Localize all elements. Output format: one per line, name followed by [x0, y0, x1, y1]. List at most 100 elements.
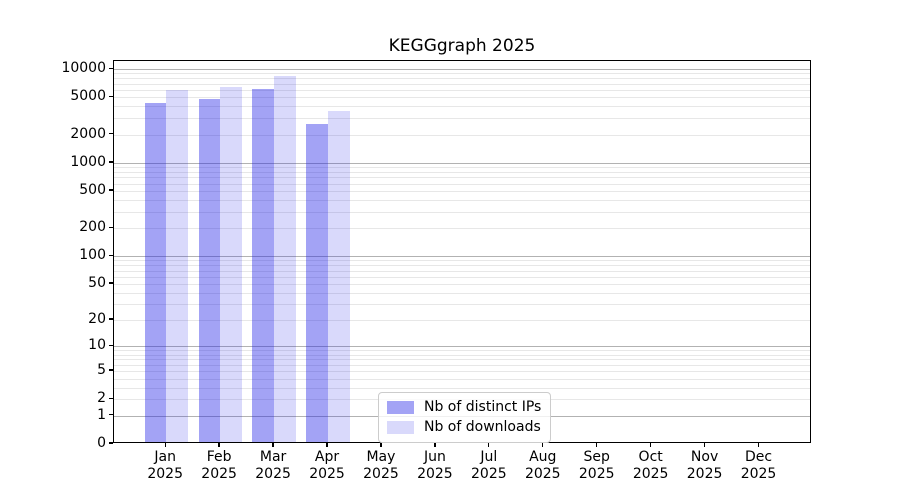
x-tick-label: May 2025 [363, 449, 399, 482]
minor-gridline [114, 320, 810, 322]
major-gridline [114, 69, 810, 71]
major-gridline [114, 256, 810, 258]
bar-nb-of-downloads-jan [166, 90, 188, 442]
y-tick-label: 0 [97, 435, 106, 451]
legend-item-distinct-ips: Nb of distinct IPs [387, 397, 541, 417]
x-tick-label: Feb 2025 [201, 449, 237, 482]
x-tick-label: Mar 2025 [255, 449, 291, 482]
bar-nb-of-downloads-apr [328, 111, 350, 442]
minor-gridline [114, 177, 810, 179]
minor-gridline [114, 167, 810, 169]
minor-gridline [114, 78, 810, 80]
bar-nb-of-distinct-ips-feb [198, 98, 221, 442]
plot-area [113, 60, 811, 443]
legend: Nb of distinct IPs Nb of downloads [378, 392, 552, 443]
y-tick-mark [109, 442, 113, 444]
y-tick-mark [109, 397, 113, 399]
legend-item-downloads: Nb of downloads [387, 417, 541, 437]
y-tick-mark [109, 133, 113, 135]
x-tick-mark [434, 443, 436, 447]
minor-gridline [114, 183, 810, 185]
grid-layer [114, 61, 810, 442]
minor-gridline [114, 134, 810, 136]
y-tick-label: 2000 [70, 125, 106, 142]
bar-nb-of-distinct-ips-jan [144, 102, 167, 442]
x-tick-mark [326, 443, 328, 447]
minor-gridline [114, 371, 810, 373]
minor-gridline [114, 228, 810, 230]
minor-gridline [114, 387, 810, 389]
y-tick-mark [109, 95, 113, 98]
minor-gridline [114, 304, 810, 306]
bar-nb-of-distinct-ips-mar [252, 89, 275, 442]
minor-gridline [114, 200, 810, 202]
minor-gridline [114, 276, 810, 278]
legend-swatch-distinct-ips-icon [387, 400, 414, 414]
minor-gridline [114, 211, 810, 213]
minor-gridline [114, 118, 810, 120]
y-tick-mark [109, 344, 113, 347]
y-tick-mark [109, 67, 113, 69]
minor-gridline [114, 191, 810, 193]
minor-gridline [114, 284, 810, 285]
y-tick-label: 100 [79, 247, 106, 264]
y-tick-label: 1 [97, 406, 106, 423]
major-gridline [114, 162, 810, 164]
minor-gridline [114, 350, 810, 352]
x-tick-label: Aug 2025 [524, 449, 561, 482]
x-tick-mark [488, 443, 490, 447]
x-tick-label: Dec 2025 [740, 449, 777, 482]
minor-gridline [114, 73, 810, 75]
y-tick-mark [109, 318, 113, 320]
minor-gridline [114, 364, 810, 366]
legend-swatch-downloads-icon [387, 420, 414, 434]
minor-gridline [114, 265, 810, 267]
bar-nb-of-downloads-feb [220, 86, 242, 442]
x-tick-mark [164, 443, 166, 447]
minor-gridline [114, 97, 810, 99]
y-tick-label: 5 [97, 362, 106, 379]
bar-nb-of-distinct-ips-apr [306, 123, 328, 442]
x-tick-mark [542, 443, 544, 447]
x-tick-mark [272, 443, 274, 447]
bars-layer [114, 61, 810, 442]
minor-gridline [114, 378, 810, 380]
major-gridline [114, 346, 810, 348]
minor-gridline [114, 359, 810, 361]
y-tick-label: 20 [88, 311, 106, 328]
bar-nb-of-downloads-mar [274, 76, 296, 442]
x-tick-label: Nov 2025 [686, 449, 723, 482]
x-tick-label: Apr 2025 [309, 449, 345, 482]
minor-gridline [114, 292, 810, 294]
x-tick-label: Oct 2025 [632, 449, 669, 482]
minor-gridline [114, 260, 810, 262]
y-tick-label: 5000 [70, 88, 106, 105]
minor-gridline [114, 171, 810, 173]
legend-label-downloads: Nb of downloads [424, 419, 541, 435]
x-tick-mark [757, 443, 760, 447]
y-tick-label: 1000 [70, 153, 106, 170]
x-tick-mark [380, 443, 382, 447]
x-tick-mark [650, 443, 652, 447]
minor-gridline [114, 270, 810, 272]
y-tick-mark [109, 226, 113, 228]
y-tick-label: 10 [88, 337, 106, 354]
x-tick-label: Jan 2025 [147, 449, 183, 482]
x-tick-mark [596, 443, 598, 447]
y-tick-label: 200 [79, 219, 106, 236]
x-tick-label: Jul 2025 [471, 449, 507, 482]
y-tick-mark [109, 369, 113, 371]
minor-gridline [114, 106, 810, 108]
x-tick-mark [703, 443, 706, 447]
minor-gridline [114, 83, 810, 85]
x-tick-mark [218, 443, 220, 447]
x-tick-label: Sep 2025 [578, 449, 615, 482]
y-tick-mark [109, 282, 113, 284]
minor-gridline [114, 354, 810, 356]
y-tick-label: 10000 [61, 60, 106, 77]
x-tick-label: Jun 2025 [417, 449, 453, 482]
minor-gridline [114, 89, 810, 91]
y-tick-mark [109, 189, 113, 191]
y-tick-mark [109, 254, 113, 256]
